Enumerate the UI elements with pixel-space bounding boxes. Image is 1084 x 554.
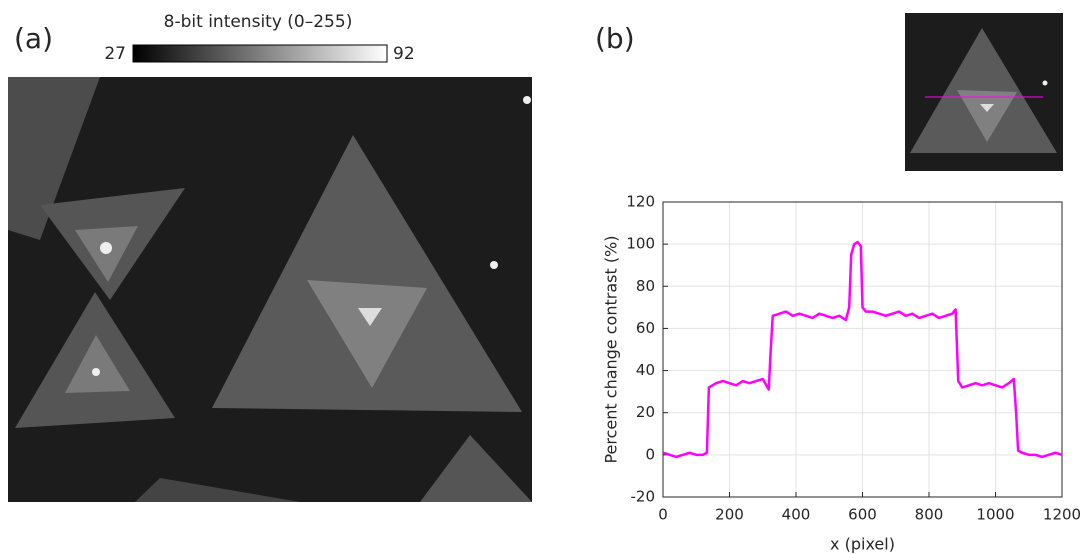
y-tick-label: 0: [645, 445, 655, 463]
y-tick-label: 60: [636, 319, 655, 337]
inset-image: [905, 13, 1063, 171]
y-tick-label: 40: [636, 361, 655, 379]
y-tick-label: 120: [626, 193, 655, 211]
panel-label: (b): [595, 22, 635, 55]
x-tick-label: 1000: [976, 506, 1014, 524]
colorbar-label: 8-bit intensity (0–255): [164, 12, 353, 32]
x-tick-label: 600: [848, 506, 877, 524]
x-axis-label: x (pixel): [830, 535, 895, 554]
x-tick-label: 1200: [1043, 506, 1081, 524]
y-axis-label: Percent change contrast (%): [602, 235, 621, 463]
axes-box: [662, 201, 1063, 498]
profile-line: [662, 240, 1063, 459]
y-tick-label: 20: [636, 403, 655, 421]
colorbar-min: 27: [104, 44, 126, 64]
y-tick-label: -20: [631, 488, 656, 506]
x-tick-label: 200: [715, 506, 744, 524]
panel-label: (a): [14, 22, 53, 55]
micrograph: [8, 77, 532, 502]
y-tick-label: 100: [626, 235, 655, 253]
x-tick-label: 400: [782, 506, 811, 524]
colorbar-max: 92: [393, 44, 415, 64]
x-tick-label: 800: [915, 506, 944, 524]
x-tick-label: 0: [658, 506, 668, 524]
y-tick-label: 80: [636, 277, 655, 295]
colorbar: [132, 44, 388, 63]
